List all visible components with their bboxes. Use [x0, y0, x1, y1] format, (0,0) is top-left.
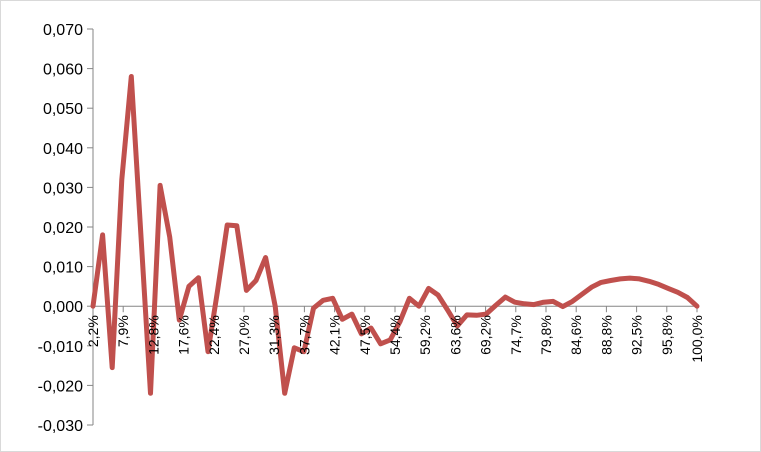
x-tick-label: 69,2%	[478, 315, 494, 355]
series-line	[90, 74, 700, 396]
x-tick-label: 92,5%	[629, 315, 645, 355]
y-axis	[87, 28, 94, 426]
y-tick-label: 0,070	[43, 22, 83, 39]
x-tick-label: 27,0%	[236, 315, 252, 355]
x-tick-label: 12,8%	[145, 315, 161, 355]
y-tick-label: 0,010	[43, 260, 83, 277]
x-tick-label: 59,2%	[417, 315, 433, 355]
x-tick-label: 31,3%	[266, 315, 282, 355]
y-tick-label: -0,010	[38, 339, 83, 356]
x-tick-label: 54,4%	[387, 315, 403, 355]
x-tick-label: 95,8%	[659, 315, 675, 355]
x-tick-label: 100,0%	[689, 315, 705, 362]
y-tick-label: -0,020	[38, 378, 83, 395]
y-tick-label: -0,030	[38, 418, 83, 435]
y-tick-label: 0,050	[43, 101, 83, 118]
x-tick-label: 2,2%	[85, 315, 101, 347]
y-tick-label: 0,020	[43, 220, 83, 237]
x-tick-label: 47,5%	[357, 315, 373, 355]
x-tick-label: 42,1%	[327, 315, 343, 355]
y-tick-label: 0,060	[43, 62, 83, 79]
x-tick-label: 84,6%	[568, 315, 584, 355]
series-layer	[90, 74, 700, 396]
x-tick-label: 74,7%	[508, 315, 524, 355]
y-tick-label: 0,030	[43, 180, 83, 197]
y-tick-label: 0,000	[43, 299, 83, 316]
x-tick-label: 37,7%	[296, 315, 312, 355]
y-tick-label: 0,040	[43, 141, 83, 158]
x-tick-label: 88,8%	[598, 315, 614, 355]
x-tick-label: 17,6%	[176, 315, 192, 355]
x-tick-label: 7,9%	[115, 315, 131, 347]
x-tick-label: 79,8%	[538, 315, 554, 355]
x-tick-labels: 2,2% 7,9% 12,8% 17,6% 22,4% 27,0% 31,3% 37,7% 42…	[85, 315, 705, 362]
x-tick-label: 63,6%	[447, 315, 463, 355]
y-tick-labels: -0,030 -0,020 -0,010 0,000 0,010 0,020 0,030 0,…	[38, 22, 83, 435]
x-tick-label: 22,4%	[206, 315, 222, 355]
